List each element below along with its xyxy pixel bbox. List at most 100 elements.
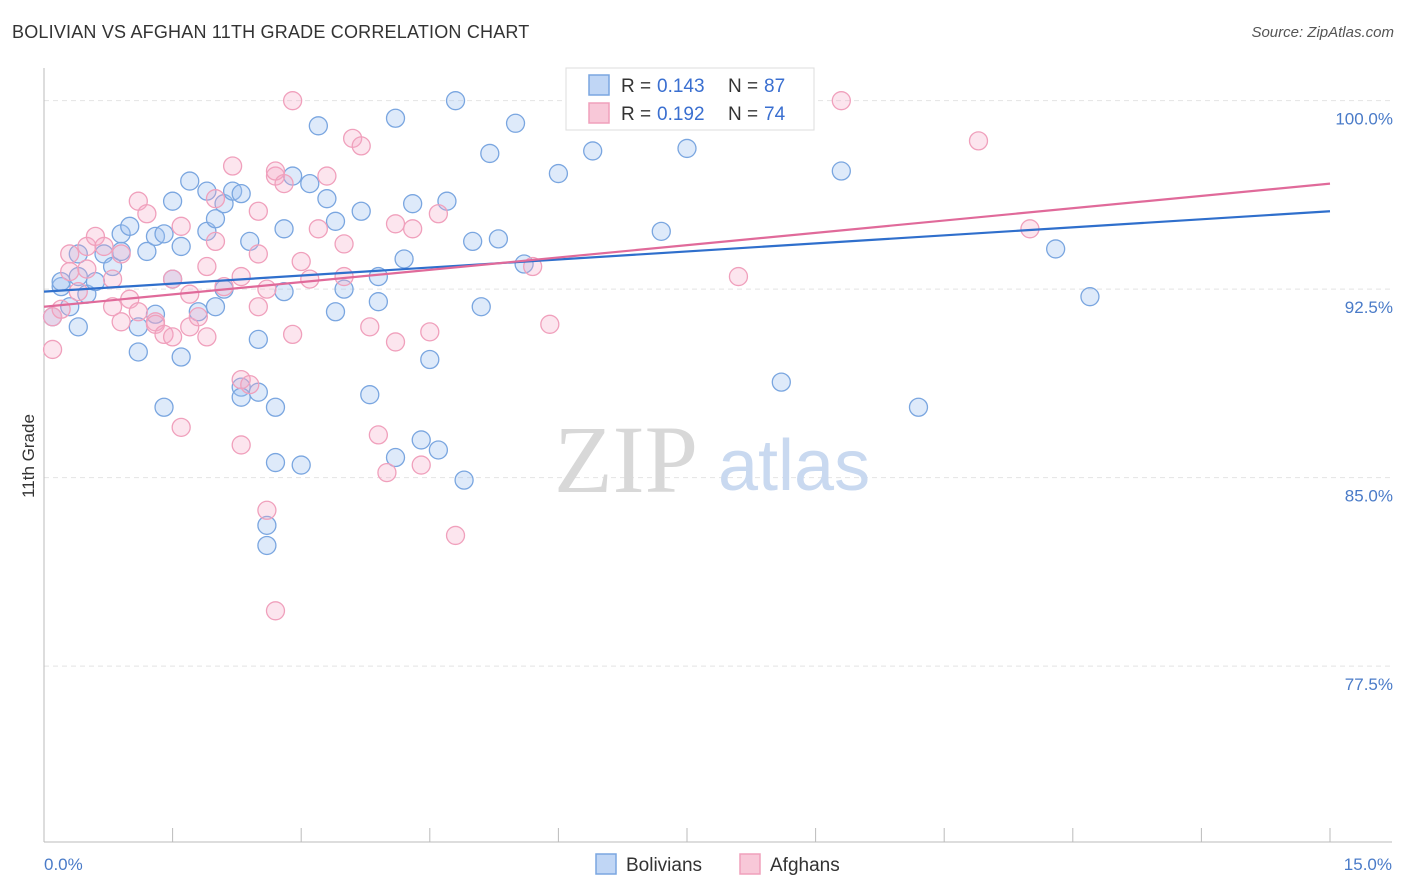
y-tick-label: 100.0% bbox=[1335, 110, 1393, 129]
data-point-bolivians bbox=[265, 397, 286, 417]
data-point-afghans bbox=[94, 236, 114, 257]
data-point-afghans bbox=[403, 219, 423, 239]
data-point-bolivians bbox=[325, 211, 346, 231]
axes bbox=[43, 68, 1392, 843]
legend-n-label-afghans: N = bbox=[728, 104, 758, 125]
bottom-legend-swatch-afghans bbox=[739, 853, 761, 875]
legend-swatch-afghans bbox=[588, 102, 610, 124]
data-point-afghans bbox=[51, 299, 71, 319]
data-point-bolivians bbox=[351, 201, 371, 221]
data-point-bolivians bbox=[385, 447, 406, 468]
data-point-bolivians bbox=[257, 515, 277, 536]
legend-r-label-bolivians: R = bbox=[621, 76, 651, 97]
data-point-afghans bbox=[248, 201, 268, 221]
data-point-bolivians bbox=[308, 116, 328, 136]
data-point-bolivians bbox=[908, 397, 929, 417]
data-point-bolivians bbox=[68, 317, 88, 337]
data-point-bolivians bbox=[360, 385, 380, 405]
data-point-afghans bbox=[231, 435, 251, 455]
data-point-bolivians bbox=[548, 163, 569, 184]
data-point-bolivians bbox=[154, 397, 174, 417]
data-point-afghans bbox=[291, 251, 311, 272]
data-point-bolivians bbox=[471, 297, 491, 317]
data-point-bolivians bbox=[651, 221, 671, 241]
series-legend: Bolivians Afghans bbox=[595, 853, 840, 876]
data-point-bolivians bbox=[257, 535, 277, 556]
data-point-afghans bbox=[60, 261, 80, 282]
y-tick-label: 77.5% bbox=[1345, 675, 1393, 694]
x-tick-label: 15.0% bbox=[1344, 855, 1392, 874]
data-point-afghans bbox=[385, 214, 406, 234]
data-point-bolivians bbox=[771, 372, 791, 392]
watermark-zip: ZIP bbox=[554, 406, 698, 513]
data-point-afghans bbox=[162, 327, 183, 347]
data-point-bolivians bbox=[394, 249, 414, 269]
y-tick-labels: 100.0% 92.5% 85.0% 77.5% bbox=[1335, 110, 1393, 694]
data-point-afghans bbox=[334, 234, 354, 254]
data-point-bolivians bbox=[231, 183, 251, 204]
data-point-afghans bbox=[68, 282, 88, 302]
data-point-afghans bbox=[351, 136, 371, 156]
data-point-afghans bbox=[42, 339, 63, 360]
data-point-afghans bbox=[317, 166, 337, 186]
data-point-afghans bbox=[445, 525, 466, 546]
data-point-bolivians bbox=[583, 141, 603, 161]
legend-swatch-bolivians bbox=[588, 74, 610, 96]
data-point-bolivians bbox=[420, 349, 440, 370]
data-point-bolivians bbox=[300, 173, 320, 194]
data-point-afghans bbox=[385, 332, 406, 352]
data-point-afghans bbox=[171, 216, 191, 236]
y-tick-label: 85.0% bbox=[1345, 487, 1393, 506]
data-point-bolivians bbox=[831, 161, 851, 181]
data-point-afghans bbox=[377, 462, 397, 483]
data-point-afghans bbox=[214, 276, 234, 297]
data-point-afghans bbox=[968, 131, 989, 151]
data-point-afghans bbox=[77, 259, 97, 279]
data-point-afghans bbox=[128, 302, 148, 322]
chart-title: BOLIVIAN VS AFGHAN 11TH GRADE CORRELATIO… bbox=[12, 22, 530, 42]
data-point-bolivians bbox=[480, 143, 500, 164]
x-tick-label: 0.0% bbox=[44, 855, 83, 874]
data-point-afghans bbox=[240, 374, 260, 395]
data-point-afghans bbox=[102, 269, 123, 289]
bottom-legend-label-bolivians: Bolivians bbox=[626, 855, 702, 876]
data-point-afghans bbox=[60, 244, 80, 264]
legend-n-value-afghans: 74 bbox=[764, 104, 786, 125]
data-point-afghans bbox=[368, 425, 389, 445]
data-point-afghans bbox=[188, 307, 208, 327]
data-point-afghans bbox=[428, 204, 449, 224]
data-point-afghans bbox=[111, 312, 131, 332]
stats-legend: R = 0.143 N = 87 R = 0.192 N = 74 bbox=[565, 67, 815, 131]
data-point-bolivians bbox=[488, 229, 509, 249]
data-point-bolivians bbox=[128, 342, 148, 362]
legend-r-value-bolivians: 0.143 bbox=[657, 76, 705, 97]
data-point-afghans bbox=[205, 189, 226, 209]
data-point-bolivians bbox=[445, 91, 466, 111]
data-point-afghans bbox=[205, 231, 226, 252]
bottom-legend-label-afghans: Afghans bbox=[770, 855, 840, 876]
data-point-bolivians bbox=[368, 292, 389, 312]
data-point-afghans bbox=[265, 601, 286, 621]
data-point-bolivians bbox=[454, 470, 474, 490]
data-point-bolivians bbox=[1046, 239, 1066, 259]
data-point-bolivians bbox=[171, 347, 191, 367]
data-point-afghans bbox=[197, 256, 217, 277]
data-point-bolivians bbox=[120, 216, 140, 236]
data-point-afghans bbox=[540, 314, 560, 334]
data-point-bolivians bbox=[317, 189, 337, 209]
trend-line-afghans bbox=[43, 182, 1331, 308]
data-point-afghans bbox=[831, 91, 851, 111]
data-point-bolivians bbox=[291, 455, 311, 475]
legend-n-value-bolivians: 87 bbox=[764, 76, 785, 97]
data-point-afghans bbox=[728, 266, 749, 287]
data-point-bolivians bbox=[248, 329, 268, 350]
legend-r-value-afghans: 0.192 bbox=[657, 104, 705, 125]
y-tick-label: 92.5% bbox=[1345, 298, 1393, 317]
data-point-afghans bbox=[282, 324, 303, 345]
data-point-bolivians bbox=[171, 236, 191, 257]
trend-lines bbox=[43, 182, 1331, 308]
watermark-atlas: atlas bbox=[718, 426, 870, 506]
data-point-bolivians bbox=[265, 452, 286, 473]
data-point-bolivians bbox=[1080, 287, 1100, 307]
data-point-bolivians bbox=[274, 219, 294, 239]
